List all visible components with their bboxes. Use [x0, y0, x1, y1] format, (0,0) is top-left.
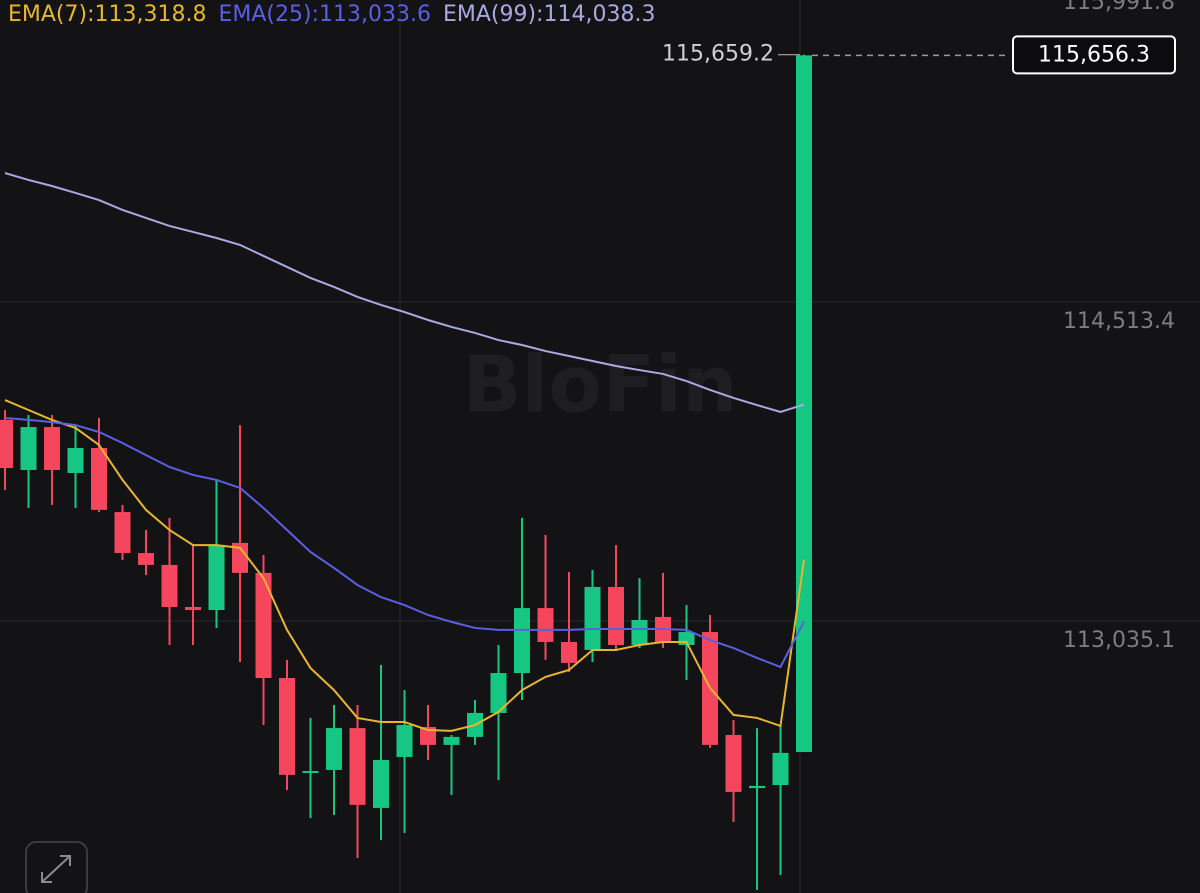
y-tick-label: 115,991.8 — [1063, 0, 1175, 15]
last-price-label: 115,656.3 — [1038, 42, 1150, 67]
high-marker-label: 115,659.2 — [662, 42, 774, 67]
candle-body — [255, 572, 272, 679]
candle-body — [326, 728, 342, 770]
candle-body — [796, 55, 812, 753]
expand-button[interactable] — [25, 841, 88, 893]
candle-body — [490, 673, 507, 713]
candle-body — [114, 512, 131, 554]
watermark: BloFin — [462, 340, 737, 430]
candle-body — [537, 608, 554, 642]
y-tick-label: 114,513.4 — [1063, 309, 1175, 334]
candle-body — [138, 553, 154, 565]
candle-body — [373, 760, 389, 808]
candle-body — [0, 419, 13, 469]
candle-body — [91, 447, 107, 510]
legend: EMA(7):113,318.8 EMA(25):113,033.6 EMA(99)… — [8, 2, 655, 27]
candle-body — [185, 607, 201, 611]
last-price-box — [1012, 35, 1176, 75]
ema-line — [4, 416, 805, 669]
candle-body — [772, 752, 789, 786]
expand-frame[interactable] — [25, 841, 88, 893]
ema-line — [4, 172, 805, 413]
candle-body — [608, 586, 624, 645]
candle-body — [725, 734, 742, 792]
legend-entry: EMA(7):113,318.8 — [8, 2, 206, 27]
candle-body — [279, 678, 295, 775]
candle-body — [349, 728, 366, 805]
y-tick-label: 113,035.1 — [1063, 628, 1175, 653]
candle-body — [514, 608, 530, 674]
candle-body — [561, 641, 577, 663]
candle-body — [302, 771, 319, 774]
candle-body — [584, 586, 601, 650]
candle-body — [232, 542, 248, 573]
candle-body — [443, 736, 460, 745]
candle-body — [20, 427, 37, 470]
legend-entry: EMA(99):114,038.3 — [443, 2, 655, 27]
candle-body — [67, 447, 84, 473]
candle-body — [749, 785, 765, 789]
ema-line — [4, 399, 805, 732]
candle-body — [396, 725, 413, 757]
candle-body — [161, 564, 178, 608]
candle-body — [208, 545, 225, 611]
candle-body — [631, 619, 648, 645]
candle-body — [44, 427, 60, 470]
expand-icon — [41, 855, 71, 883]
legend-entry: EMA(25):113,033.6 — [218, 2, 430, 27]
candle-body — [420, 726, 436, 745]
